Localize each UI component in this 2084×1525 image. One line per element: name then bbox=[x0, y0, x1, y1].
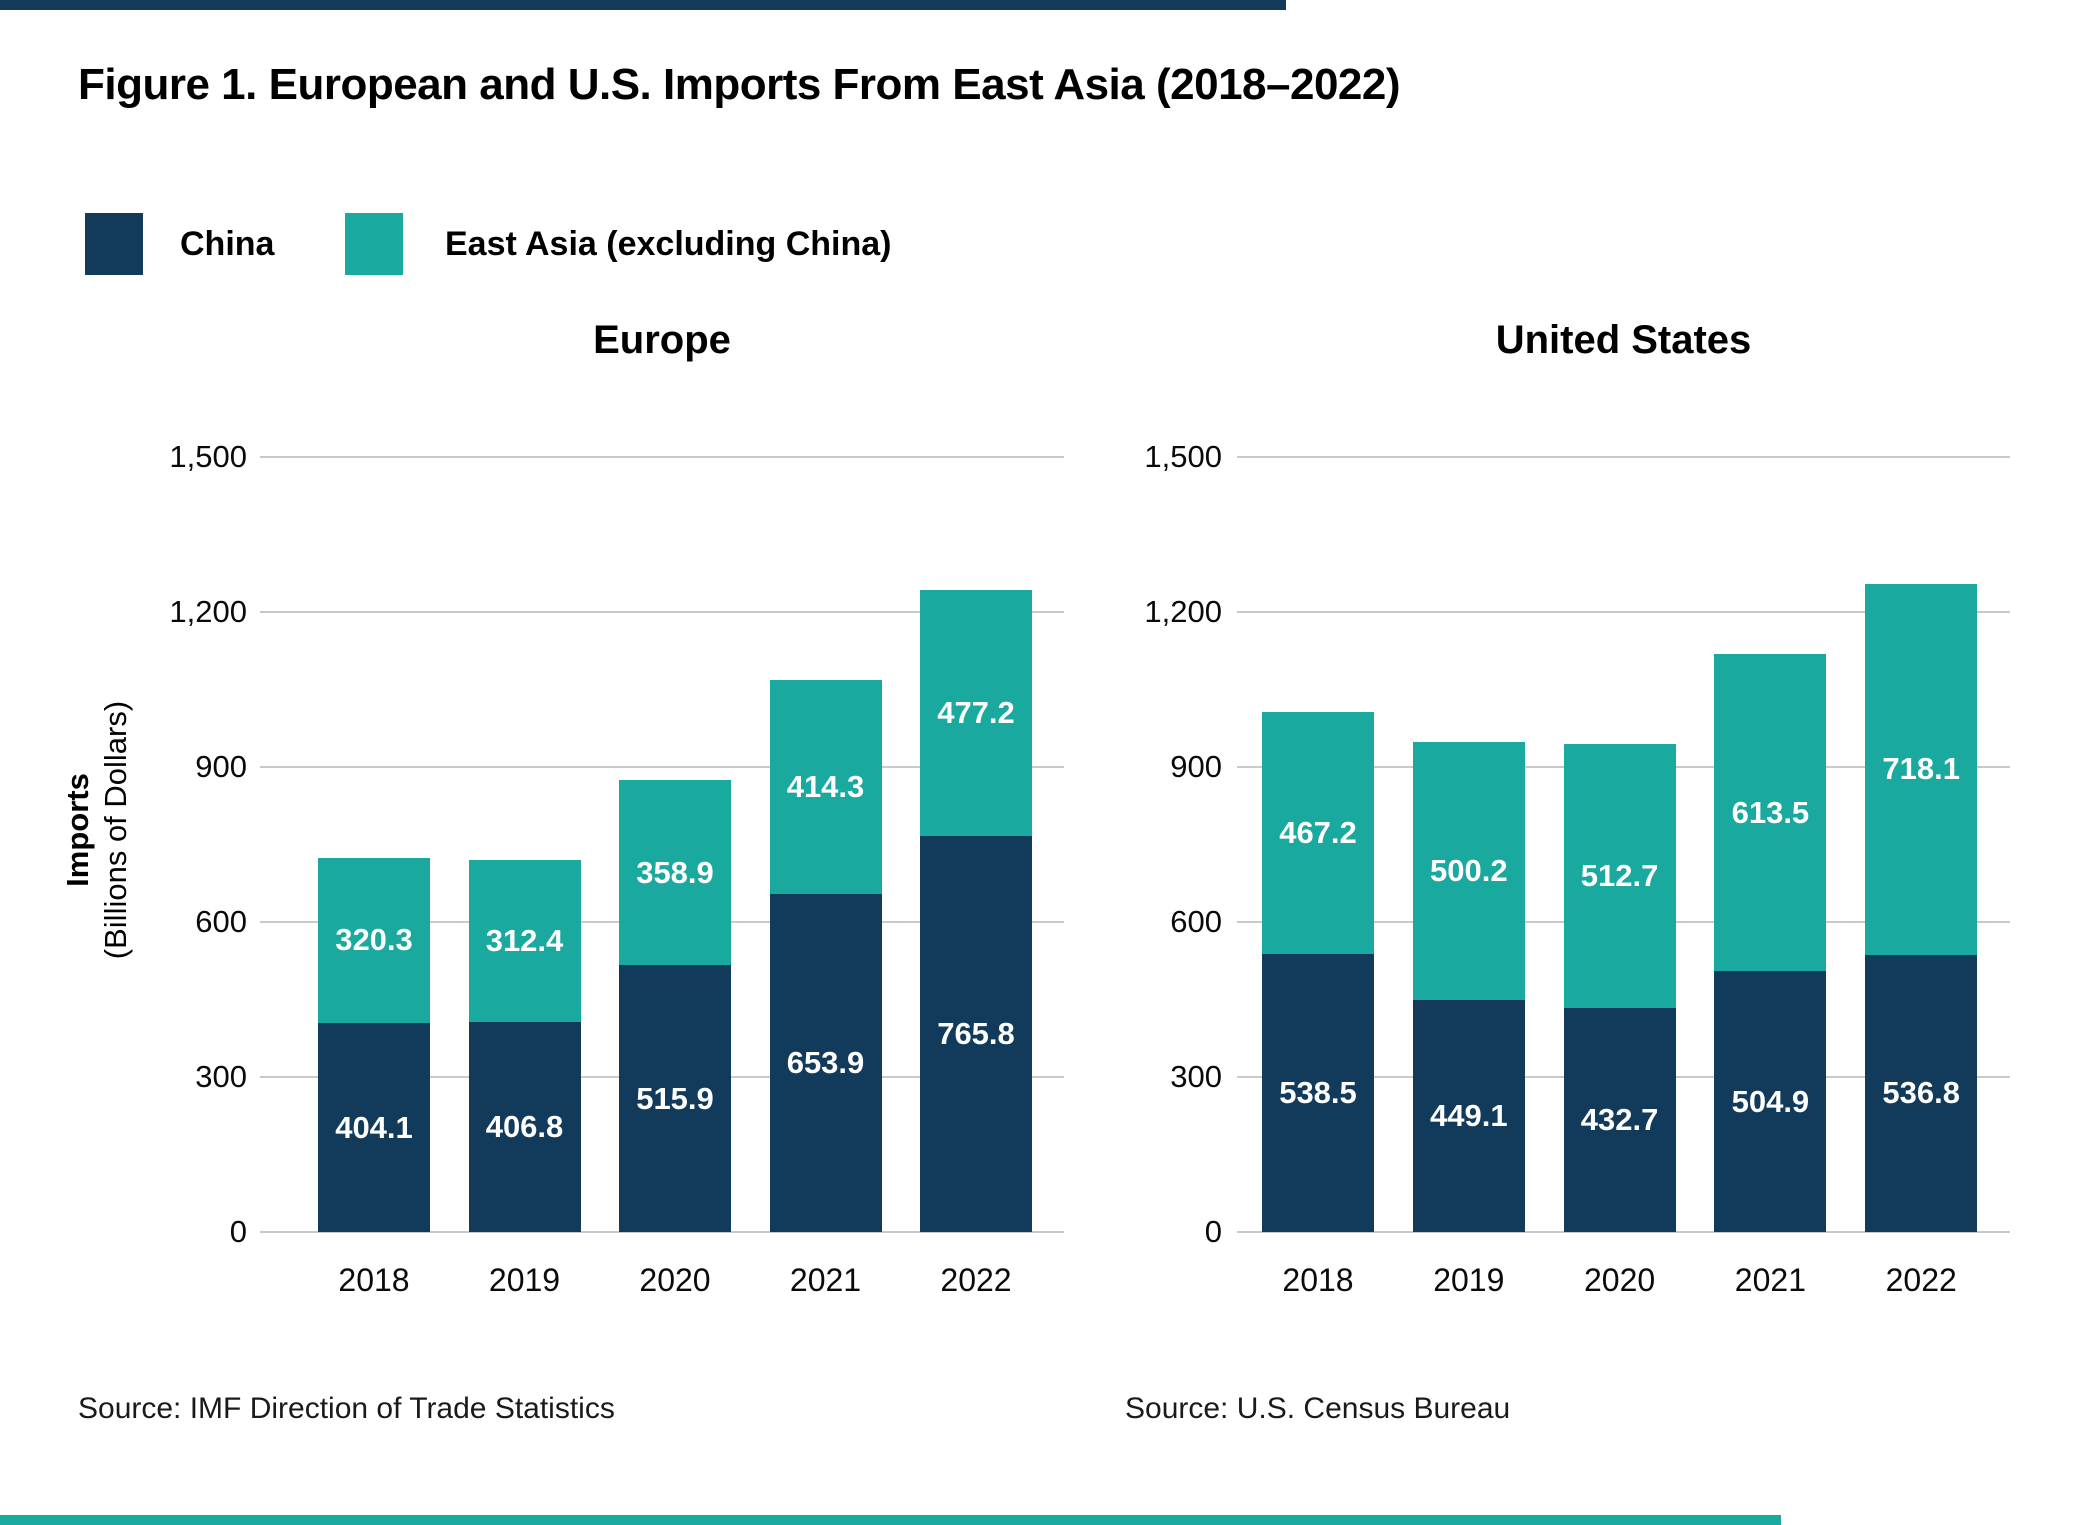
bar-value-label-china: 653.9 bbox=[786, 1045, 865, 1081]
x-tick-label: 2022 bbox=[1885, 1262, 1957, 1298]
y-tick-label: 900 bbox=[1170, 749, 1222, 784]
y-tick-label: 600 bbox=[195, 904, 247, 939]
panel-title-us: United States bbox=[1495, 318, 1752, 362]
x-tick-label: 2020 bbox=[1584, 1262, 1656, 1298]
bar-segment-east-asia bbox=[769, 680, 882, 895]
panel-title-europe: Europe bbox=[593, 318, 731, 362]
source-europe: Source: IMF Direction of Trade Statistic… bbox=[78, 1392, 615, 1425]
bar-segment-east-asia bbox=[1563, 743, 1676, 1009]
bar-value-label-china: 536.8 bbox=[1882, 1075, 1960, 1111]
y-tick-label: 1,200 bbox=[1144, 594, 1222, 629]
x-tick-label: 2021 bbox=[789, 1262, 862, 1298]
bar-segment-east-asia bbox=[1865, 583, 1978, 955]
bar-value-label-east-asia: 718.1 bbox=[1882, 751, 1960, 787]
gridline bbox=[1237, 1231, 2010, 1233]
bar-segment-east-asia bbox=[619, 780, 731, 966]
bar-segment-china bbox=[1865, 954, 1978, 1232]
bar-value-label-china: 765.8 bbox=[937, 1016, 1015, 1052]
bar-segment-east-asia bbox=[1412, 741, 1525, 1000]
bar-segment-china bbox=[769, 894, 882, 1232]
x-tick-label: 2019 bbox=[488, 1262, 561, 1298]
y-tick-label: 1,500 bbox=[1144, 439, 1222, 474]
bar-segment-east-asia bbox=[318, 857, 430, 1024]
bar-segment-china bbox=[619, 965, 731, 1232]
x-tick-label: 2018 bbox=[338, 1262, 410, 1298]
x-tick-label: 2019 bbox=[1433, 1262, 1505, 1298]
gridline bbox=[1237, 456, 2010, 458]
bottom-accent-rule bbox=[0, 1515, 1781, 1525]
bar-value-label-east-asia: 500.2 bbox=[1430, 852, 1508, 888]
bar-value-label-china: 449.1 bbox=[1430, 1097, 1508, 1133]
legend-label-east-asia: East Asia (excluding China) bbox=[445, 225, 892, 263]
legend-swatch-east-asia bbox=[345, 213, 403, 275]
x-tick-label: 2020 bbox=[639, 1262, 711, 1298]
y-tick-label: 1,500 bbox=[169, 439, 247, 474]
bar-value-label-east-asia: 358.9 bbox=[636, 854, 714, 890]
bar-value-label-china: 432.7 bbox=[1580, 1102, 1659, 1138]
source-us: Source: U.S. Census Bureau bbox=[1125, 1392, 1511, 1425]
bar-value-label-east-asia: 467.2 bbox=[1279, 815, 1357, 851]
bar-segment-china bbox=[920, 836, 1032, 1232]
gridline bbox=[260, 456, 1064, 458]
y-tick-label: 600 bbox=[1170, 904, 1222, 939]
bar-value-label-china: 515.9 bbox=[636, 1080, 714, 1116]
y-tick-label: 900 bbox=[195, 749, 247, 784]
x-tick-label: 2021 bbox=[1734, 1262, 1806, 1298]
bar-value-label-east-asia: 414.3 bbox=[786, 769, 865, 805]
gridline bbox=[260, 766, 1064, 768]
bar-segment-east-asia bbox=[920, 589, 1032, 837]
bar-segment-east-asia bbox=[1262, 712, 1374, 954]
gridline bbox=[260, 611, 1064, 613]
bar-value-label-east-asia: 312.4 bbox=[485, 923, 564, 959]
bar-value-label-east-asia: 613.5 bbox=[1731, 794, 1810, 830]
bar-segment-china bbox=[1714, 971, 1827, 1232]
bar-value-label-east-asia: 320.3 bbox=[335, 922, 413, 958]
bar-segment-china bbox=[1563, 1008, 1676, 1232]
legend-label-china: China bbox=[180, 225, 275, 263]
bar-value-label-china: 404.1 bbox=[335, 1109, 413, 1145]
bar-segment-china bbox=[1412, 999, 1525, 1232]
bar-value-label-east-asia: 512.7 bbox=[1580, 857, 1659, 893]
bar-value-label-china: 538.5 bbox=[1279, 1074, 1357, 1110]
x-tick-label: 2018 bbox=[1282, 1262, 1354, 1298]
y-tick-label: 0 bbox=[229, 1214, 247, 1249]
bar-segment-east-asia bbox=[1714, 654, 1827, 972]
bar-segment-china bbox=[1262, 953, 1374, 1232]
y-tick-label: 300 bbox=[1170, 1059, 1222, 1094]
x-tick-label: 2022 bbox=[940, 1262, 1012, 1298]
bar-value-label-east-asia: 477.2 bbox=[937, 695, 1015, 731]
bar-segment-china bbox=[468, 1021, 581, 1232]
bar-segment-east-asia bbox=[468, 860, 581, 1022]
bar-segment-china bbox=[318, 1023, 430, 1232]
bar-value-label-china: 504.9 bbox=[1731, 1083, 1810, 1119]
figure-title: Figure 1. European and U.S. Imports From… bbox=[78, 60, 1401, 109]
gridline bbox=[260, 1231, 1064, 1233]
legend-swatch-china bbox=[85, 213, 143, 275]
y-tick-label: 1,200 bbox=[169, 594, 247, 629]
y-tick-label: 300 bbox=[195, 1059, 247, 1094]
bar-value-label-china: 406.8 bbox=[485, 1108, 564, 1144]
top-accent-rule bbox=[0, 0, 1286, 10]
y-tick-label: 0 bbox=[1204, 1214, 1222, 1249]
gridline bbox=[1237, 611, 2010, 613]
